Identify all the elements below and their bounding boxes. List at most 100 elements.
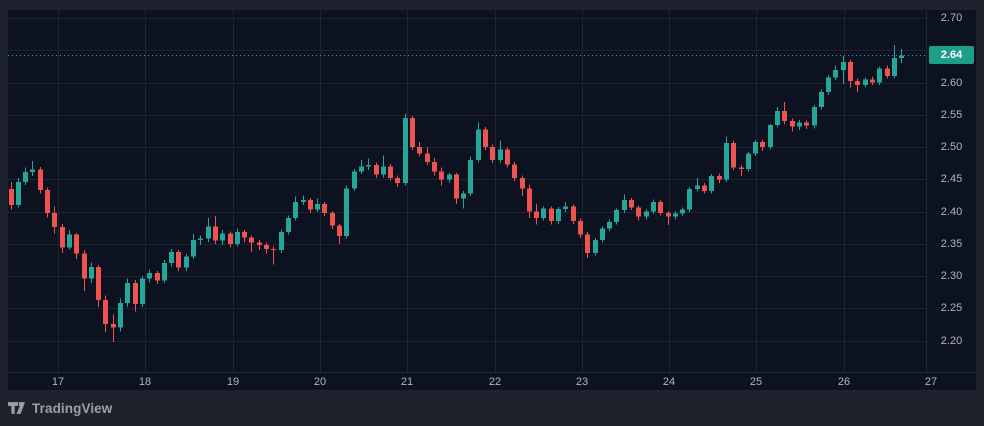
y-axis-label: 2.45: [940, 173, 963, 185]
candle-body: [644, 211, 649, 217]
candle-body: [82, 253, 87, 279]
candle-body: [797, 122, 802, 127]
candle-body: [359, 166, 364, 172]
candle-body: [147, 272, 152, 279]
candle-body: [395, 177, 400, 184]
y-axis-label: 2.20: [940, 335, 963, 347]
candle-body: [585, 234, 590, 253]
candle-body: [651, 201, 656, 212]
plot-background: [8, 10, 926, 372]
candle-body: [140, 278, 145, 304]
candle-body: [374, 165, 379, 175]
candle-body: [512, 164, 517, 178]
candle-body: [293, 201, 298, 218]
candle-body: [534, 211, 539, 218]
candle-body: [629, 199, 634, 208]
chart-plot[interactable]: [8, 10, 926, 372]
candle-body: [89, 266, 94, 279]
candle-body: [344, 188, 349, 237]
candle-body: [249, 237, 254, 243]
candle-body: [388, 166, 393, 178]
candle-body: [848, 61, 853, 82]
candle-body: [235, 232, 240, 244]
candle-body: [125, 283, 130, 304]
candle-body: [220, 233, 225, 241]
candle-body: [315, 203, 320, 210]
candle-body: [812, 107, 817, 126]
candle-body: [833, 70, 838, 78]
x-axis-label: 22: [488, 376, 502, 388]
candle-body: [67, 234, 72, 248]
candle-body: [337, 225, 342, 237]
candle-body: [673, 213, 678, 217]
candle-body: [680, 209, 685, 214]
x-axis-label: 26: [837, 376, 851, 388]
candle-body: [636, 207, 641, 217]
candle-body: [111, 323, 116, 328]
y-axis-label: 2.55: [940, 109, 963, 121]
candle-body: [490, 147, 495, 160]
candle-body: [666, 212, 671, 217]
candle-body: [892, 57, 897, 77]
candle-body: [184, 256, 189, 268]
candle-body: [271, 248, 276, 251]
candle-body: [541, 208, 546, 218]
candle-body: [301, 199, 306, 202]
candle-body: [425, 153, 430, 162]
tradingview-icon: [8, 402, 25, 414]
candle-body: [60, 226, 65, 248]
candle-body: [38, 169, 43, 191]
candle-body: [96, 266, 101, 300]
candle-body: [709, 176, 714, 191]
candle-body: [30, 169, 35, 173]
y-axis-label: 2.50: [940, 141, 963, 153]
candle-body: [593, 239, 598, 253]
candle-body: [176, 252, 181, 268]
candle-body: [45, 190, 50, 213]
candle-body: [855, 81, 860, 86]
candle-body: [9, 188, 14, 206]
candle-body: [279, 232, 284, 251]
candle-body: [74, 234, 79, 254]
last-price-badge: 2.64: [929, 46, 974, 64]
candlestick-chart: [8, 10, 926, 372]
candle-body: [410, 117, 415, 148]
y-axis-label: 2.60: [940, 77, 963, 89]
candle-body: [702, 185, 707, 191]
candle-body: [242, 232, 247, 238]
price-axis[interactable]: 2.64 2.70 2.60 2.55 2.50 2.45 2.40 2.35 2.30 2.2…: [926, 10, 976, 372]
candle-body: [330, 212, 335, 226]
time-axis[interactable]: 17 18 19 20 21 22 23 24 25 26 27: [8, 372, 976, 390]
candle-body: [439, 171, 444, 180]
x-axis-label: 20: [313, 376, 327, 388]
candle-body: [403, 117, 408, 184]
candle-body: [687, 188, 692, 210]
candle-body: [563, 206, 568, 209]
candle-body: [753, 141, 758, 154]
x-axis-label: 17: [51, 376, 65, 388]
candle-body: [885, 68, 890, 77]
candle-body: [476, 129, 481, 160]
candle-body: [461, 193, 466, 199]
candle-body: [549, 208, 554, 222]
y-axis-label: 2.30: [940, 270, 963, 282]
candle-body: [366, 165, 371, 167]
candle-body: [826, 77, 831, 93]
candle-body: [600, 228, 605, 240]
y-axis-label: 2.70: [940, 12, 963, 24]
candle-body: [417, 147, 422, 154]
candle-body: [782, 110, 787, 122]
candle-body: [578, 221, 583, 235]
candle-body: [133, 283, 138, 304]
tradingview-logo[interactable]: TradingView: [8, 401, 112, 416]
candle-body: [169, 252, 174, 264]
candle-body: [520, 177, 525, 189]
candle-body: [746, 153, 751, 169]
x-axis-label: 19: [226, 376, 240, 388]
candle-body: [468, 159, 473, 194]
candle-body: [658, 201, 663, 213]
x-axis-label: 23: [575, 376, 589, 388]
candle-body: [118, 303, 123, 328]
candle-body: [607, 221, 612, 229]
candle-body: [191, 239, 196, 257]
